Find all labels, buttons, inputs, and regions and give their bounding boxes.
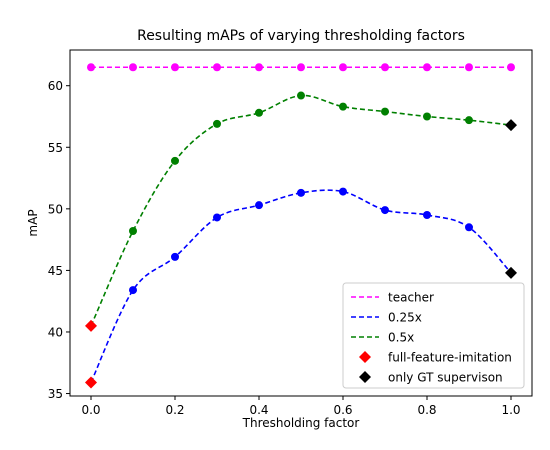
special-1-point-0 — [505, 119, 517, 132]
legend-teacher-label: teacher — [388, 291, 434, 305]
series-0-point-9 — [465, 63, 473, 72]
series-1-point-5 — [297, 188, 305, 197]
y-tick-label-1: 40 — [48, 325, 63, 339]
y-axis: 35 40 45 50 55 60 — [48, 79, 70, 401]
series-0-point-3 — [213, 63, 221, 72]
series-line-2 — [90, 94, 512, 327]
plot-area — [85, 63, 517, 389]
special-1-point-1 — [505, 266, 517, 279]
series-2-point-5 — [297, 91, 305, 100]
series-0-point-0 — [87, 63, 95, 72]
legend-full-feature-label: full-feature-imitation — [388, 351, 512, 365]
y-tick-label-5: 60 — [48, 79, 63, 93]
series-1-point-2 — [171, 252, 179, 261]
series-2-point-8 — [423, 112, 431, 121]
series-2-point-9 — [465, 116, 473, 125]
legend-0-25x-label: 0.25x — [388, 311, 422, 325]
series-1-point-3 — [213, 213, 221, 222]
series-0-point-7 — [381, 63, 389, 72]
series-2-point-3 — [213, 119, 221, 128]
series-1-point-8 — [423, 210, 431, 219]
y-tick-label-2: 45 — [48, 264, 63, 278]
x-tick-label-4: 0.8 — [417, 403, 436, 417]
legend-0-5x-label: 0.5x — [388, 331, 414, 345]
y-axis-label: mAP — [26, 209, 40, 236]
y-tick-label-3: 50 — [48, 202, 63, 216]
series-2-point-4 — [255, 108, 263, 117]
axes-frame — [69, 49, 533, 397]
series-1-point-1 — [129, 286, 137, 295]
series-0-point-6 — [339, 63, 347, 72]
legend-only-gt-swatch — [359, 371, 371, 383]
series-2-point-7 — [381, 107, 389, 116]
markers-layer — [85, 63, 517, 389]
x-tick-label-3: 0.6 — [333, 403, 352, 417]
legend: teacher 0.25x 0.5x full-feature-imitatio… — [342, 282, 525, 389]
x-axis: 0.0 0.2 0.4 0.6 0.8 1.0 — [81, 396, 521, 417]
chart-title: Resulting mAPs of varying thresholding f… — [137, 28, 465, 44]
legend-full-feature-swatch — [359, 351, 371, 363]
legend-only-gt-label: only GT supervison — [388, 371, 503, 385]
series-1-point-9 — [465, 223, 473, 232]
y-tick-label-4: 55 — [48, 141, 63, 155]
x-tick-label-0: 0.0 — [81, 403, 100, 417]
series-1-point-7 — [381, 206, 389, 215]
series-2-point-6 — [339, 102, 347, 111]
x-axis-label: Thresholding factor — [242, 416, 360, 430]
x-tick-label-2: 0.4 — [249, 403, 268, 417]
series-0-point-4 — [255, 63, 263, 72]
x-tick-label-1: 0.2 — [165, 403, 184, 417]
series-2-point-1 — [129, 227, 137, 236]
series-0-point-10 — [507, 63, 515, 72]
special-0-point-0 — [85, 319, 97, 332]
y-tick-label-0: 35 — [48, 387, 63, 401]
x-tick-label-5: 1.0 — [501, 403, 520, 417]
series-1-point-6 — [339, 187, 347, 196]
legend-box — [342, 282, 525, 389]
series-0-point-2 — [171, 63, 179, 72]
series-2-point-2 — [171, 156, 179, 165]
series-0-point-5 — [297, 63, 305, 72]
series-0-point-1 — [129, 63, 137, 72]
series-0-point-8 — [423, 63, 431, 72]
series-1-point-4 — [255, 201, 263, 210]
special-0-point-1 — [85, 376, 97, 389]
